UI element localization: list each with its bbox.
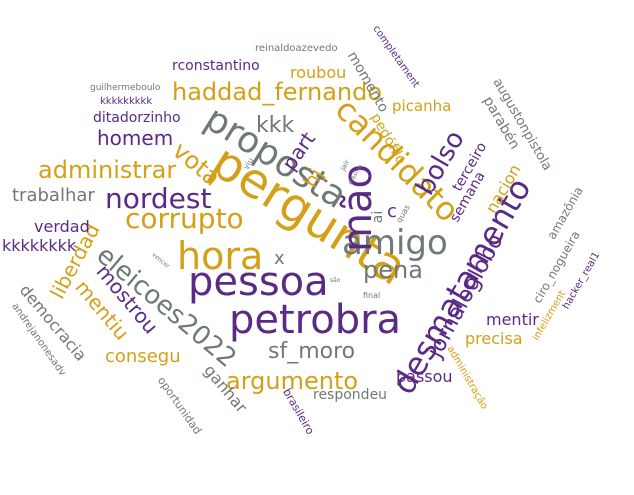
word-administrar: administrar: [38, 156, 177, 184]
word-respondeu: respondeu: [313, 387, 388, 403]
word-quas: quas: [394, 203, 412, 225]
word-picanha: picanha: [392, 97, 452, 115]
word-consegu: consegu: [105, 346, 181, 367]
word-trabalhar: trabalhar: [12, 185, 95, 206]
word-kkkkkkkk: kkkkkkkk: [2, 236, 77, 255]
word-mentir: mentir: [486, 310, 539, 329]
word-nordest: nordest: [105, 182, 212, 215]
word-roubou: roubou: [290, 63, 347, 82]
word-ditadorzinho: ditadorzinho: [93, 110, 181, 126]
word-argumento: argumento: [226, 367, 359, 395]
word-amigo: amigo: [342, 223, 448, 263]
word-pessoa: pessoa: [188, 259, 329, 305]
word-vencer: vencer: [150, 251, 171, 270]
word-final: final: [363, 291, 381, 300]
word-corrupto: corrupto: [125, 202, 244, 235]
word-x: x: [274, 248, 285, 269]
word-sao: são: [330, 277, 341, 284]
word-homem: homem: [97, 126, 174, 150]
word-kkkkkkkkk: kkkkkkkkk: [100, 96, 153, 107]
word-passou: passou: [396, 367, 453, 386]
word-petrobra: petrobra: [229, 297, 402, 343]
word-hora: hora: [177, 234, 264, 278]
word-haddad-fernando: haddad_fernando: [172, 78, 383, 106]
word-reinaldoazevedo: reinaldoazevedo: [255, 43, 338, 54]
word-guilhermeboulo: guilhermeboulo: [90, 83, 161, 93]
word-c: c: [387, 201, 397, 222]
word-oportunidad: oportunidad: [154, 374, 205, 437]
word-kkk: kkk: [256, 113, 295, 138]
word-precisa: precisa: [465, 329, 523, 348]
word-ai: ai: [370, 210, 387, 224]
word-rconstantino: rconstantino: [172, 58, 260, 74]
word-sf-moro: sf_moro: [268, 339, 356, 364]
word-verdad: verdad: [34, 217, 90, 236]
word-pena: pena: [363, 256, 423, 284]
